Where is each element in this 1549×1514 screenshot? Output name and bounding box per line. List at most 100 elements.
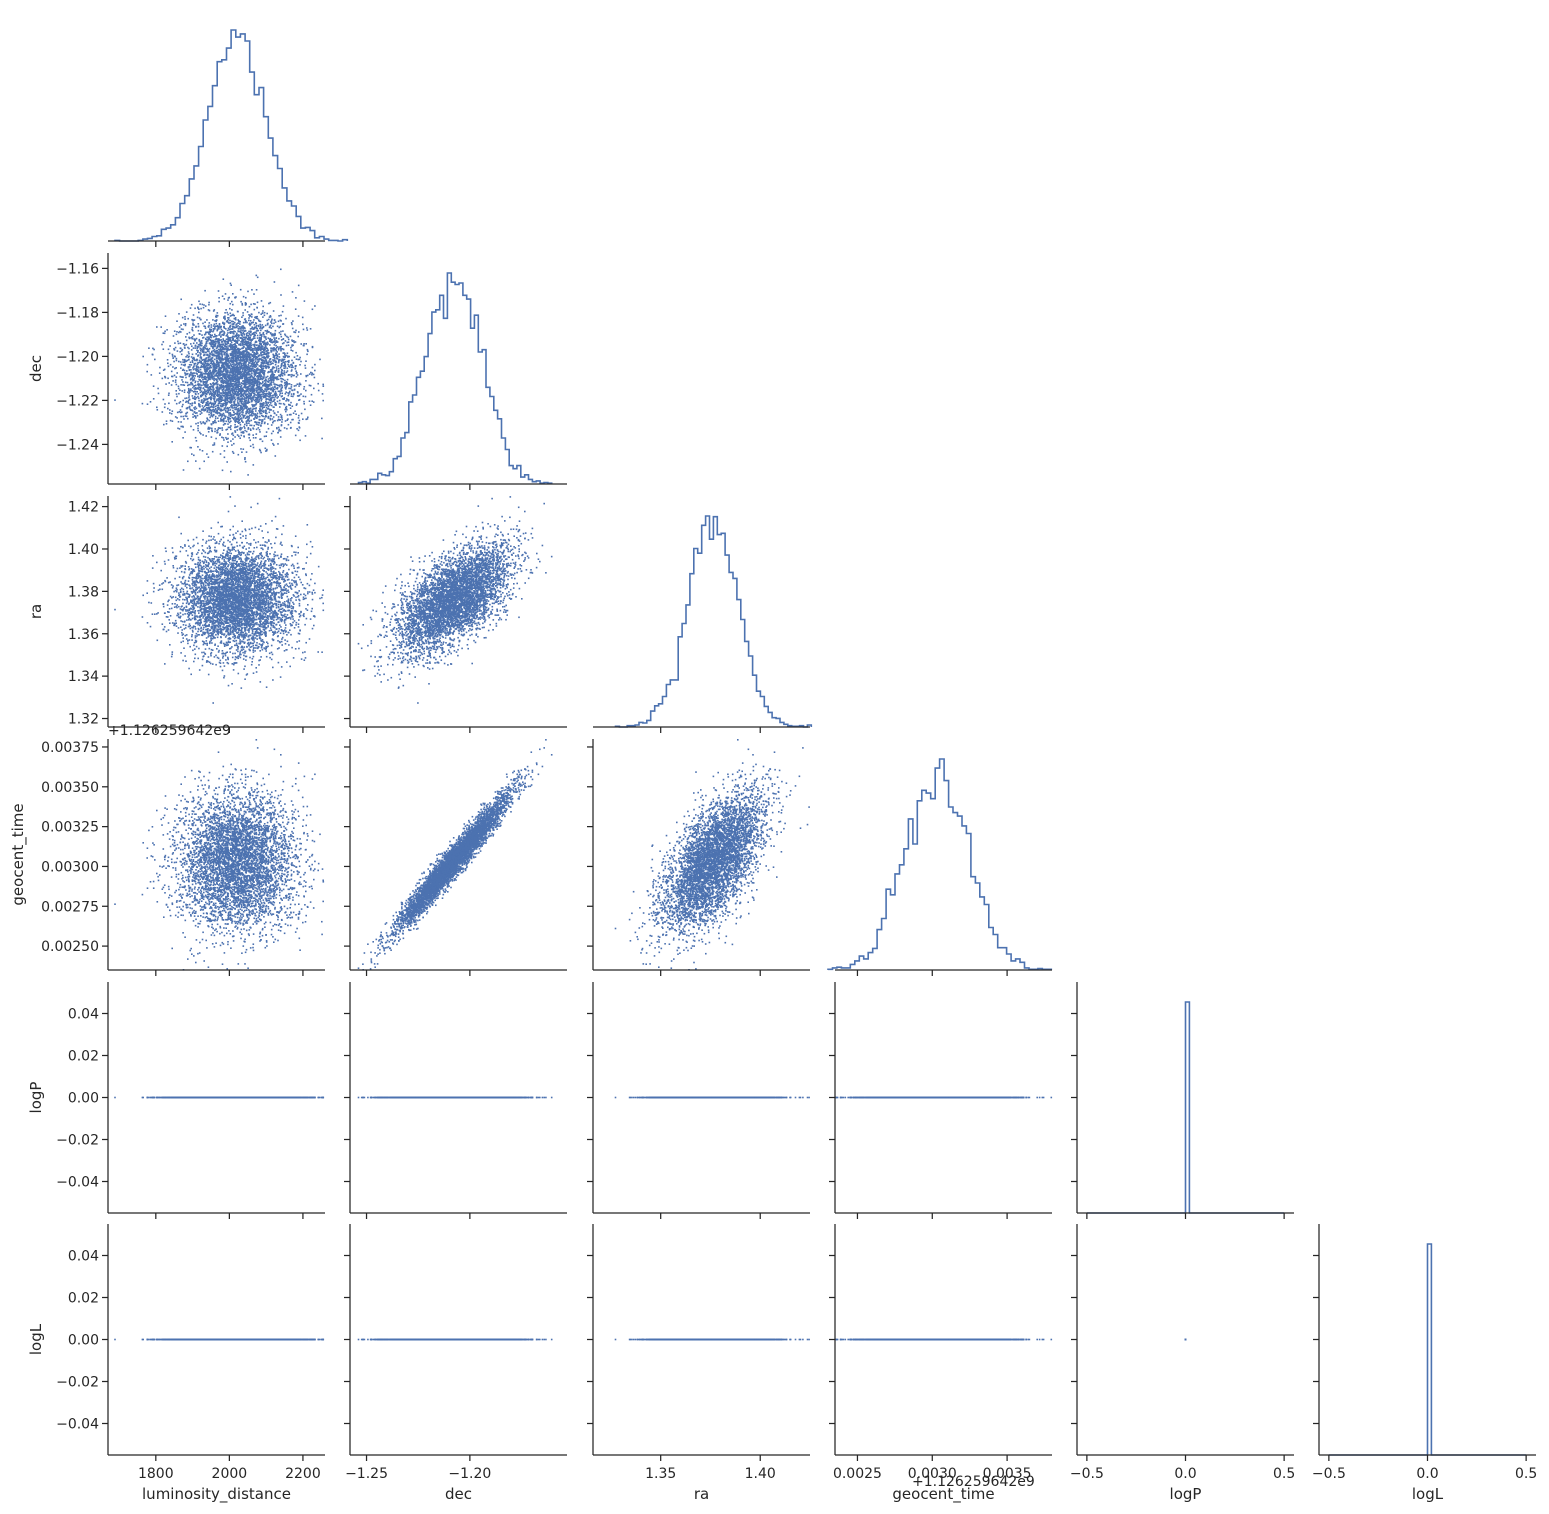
data-point [172,420,174,422]
data-point [292,320,294,322]
data-point [165,383,167,385]
data-point [204,321,206,323]
data-point [222,429,224,431]
data-point [236,362,238,364]
data-point [278,349,280,351]
data-point [189,370,191,372]
data-point [211,413,213,415]
data-point [182,381,184,383]
data-point [299,357,301,359]
data-point [195,353,197,355]
data-point [197,347,199,349]
data-point [260,419,262,421]
data-point [289,374,291,376]
data-point [277,411,279,413]
data-point [165,315,167,317]
data-point [189,447,191,449]
data-point [290,422,292,424]
data-point [241,316,243,318]
data-point [180,409,182,411]
data-point [194,308,196,310]
data-point [244,424,246,426]
data-point [230,425,232,427]
data-point [206,345,208,347]
data-point [322,400,324,402]
data-point [240,418,242,420]
scatter-points [114,269,324,476]
data-point [264,436,266,438]
data-point [293,412,295,414]
data-point [193,429,195,431]
data-point [261,300,263,302]
data-point [243,353,245,355]
data-point [271,384,273,386]
data-point [192,387,194,389]
data-point [162,411,164,413]
data-point [191,453,193,455]
data-point [253,464,255,466]
data-point [259,431,261,433]
data-point [192,362,194,364]
data-point [259,337,261,339]
data-point [201,342,203,344]
data-point [206,319,208,321]
data-point [244,309,246,311]
data-point [193,347,195,349]
data-point [269,401,271,403]
data-point [180,421,182,423]
data-point [257,413,259,415]
data-point [298,385,300,387]
data-point [214,431,216,433]
data-point [232,304,234,306]
data-point [246,431,248,433]
data-point [291,365,293,367]
data-point [194,409,196,411]
data-point [249,440,251,442]
data-point [194,347,196,349]
panel-luminosity_distance-vs-luminosity_distance [108,30,347,247]
data-point [142,356,144,358]
data-point [197,352,199,354]
data-point [278,365,280,367]
data-point [208,351,210,353]
data-point [224,324,226,326]
data-point [296,376,298,378]
data-point [276,414,278,416]
data-point [254,392,256,394]
data-point [234,381,236,383]
data-point [198,398,200,400]
data-point [228,414,230,416]
data-point [167,378,169,380]
data-point [171,413,173,415]
data-point [256,433,258,435]
data-point [198,344,200,346]
panel-dec-vs-luminosity_distance: −1.16−1.18−1.20−1.22−1.24 [56,253,325,490]
data-point [154,359,156,361]
data-point [232,293,234,295]
data-point [242,421,244,423]
data-point [257,302,259,304]
data-point [216,319,218,321]
data-point [225,421,227,423]
data-point [263,390,265,392]
data-point [209,322,211,324]
data-point [253,321,255,323]
data-point [279,406,281,408]
data-point [151,374,153,376]
data-point [256,345,258,347]
data-point [189,366,191,368]
data-point [300,343,302,345]
data-point [191,356,193,358]
data-point [184,318,186,320]
data-point [176,384,178,386]
data-point [240,415,242,417]
data-point [303,396,305,398]
data-point [226,334,228,336]
data-point [182,317,184,319]
data-point [178,386,180,388]
data-point [247,474,249,476]
data-point [172,380,174,382]
data-point [237,429,239,431]
data-point [179,326,181,328]
data-point [248,422,250,424]
